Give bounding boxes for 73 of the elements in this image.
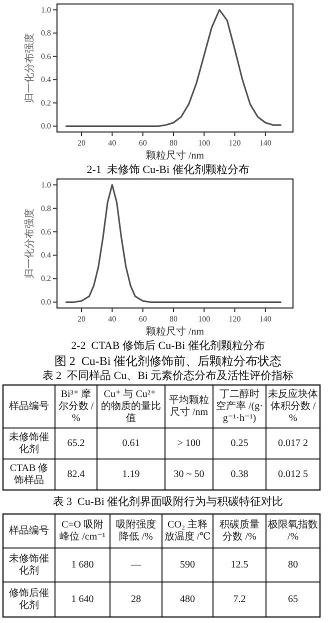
x-axis-title: 颗粒尺寸 /nm <box>146 326 204 338</box>
text: 82.4 <box>67 469 85 480</box>
x-tick-label: 40 <box>108 314 116 324</box>
line-series <box>65 184 282 303</box>
category-label: 极限氧指数 /% <box>267 518 318 542</box>
text: 1.19 <box>122 469 140 480</box>
category-label: 样品编号 <box>9 400 49 412</box>
text: 480 <box>180 594 195 605</box>
text: 1 680 <box>71 560 94 570</box>
category-label: 积碳质量分数 /% <box>220 518 260 542</box>
y-tick-label: 1.0 <box>41 180 51 190</box>
x-tick-label: 60 <box>138 314 147 324</box>
text: 2-2 CTAB 修饰后 Cu-Bi 催化剂颗粒分布 <box>71 339 265 352</box>
x-tick-label: 140 <box>259 138 272 148</box>
text: 0.61 <box>122 438 140 449</box>
text: 1 640 <box>71 594 94 605</box>
text: 表 3 Cu-Bi 催化剂界面吸附行为与积碳特征对比 <box>52 495 284 508</box>
text: 2-1 未修饰 Cu-Bi 催化剂颗粒分布 <box>86 163 250 176</box>
y-tick-label: 0.0 <box>41 122 51 131</box>
caption: 图 2 Cu-Bi 催化剂修饰前、后颗粒分布状态 <box>54 354 282 368</box>
y-tick-label: 0.8 <box>41 28 51 38</box>
text: 0.38 <box>230 469 248 480</box>
text: 7.2 <box>233 594 246 605</box>
x-tick-label: 20 <box>78 314 86 324</box>
text: 590 <box>180 560 195 570</box>
line-series <box>65 9 282 127</box>
y-axis-title: 归一化分布强度 <box>24 33 36 103</box>
text: 0.017 2 <box>278 438 308 449</box>
category-label: 未反应块体体积分数 /% <box>268 388 318 424</box>
y-axis-title: 归一化分布强度 <box>24 208 36 278</box>
category-label: 平均颗粒尺寸 /nm <box>169 394 209 418</box>
y-tick-label: 0.4 <box>41 75 51 84</box>
category-label: CO₂ 主释放温度 /℃ <box>164 518 211 542</box>
text: 0.012 5 <box>278 469 308 480</box>
x-tick-label: 100 <box>198 138 210 148</box>
x-tick-label: 20 <box>78 138 86 148</box>
text: — <box>131 560 141 570</box>
x-tick-label: 80 <box>169 138 178 148</box>
y-tick-label: 0.2 <box>41 274 51 284</box>
text: 表 2 不同样品 Cu、Bi 元素价态分布及活性评价指标 <box>42 369 294 382</box>
category-label: C=O 吸附峰位 /cm⁻¹ <box>60 518 106 542</box>
x-tick-label: 140 <box>259 314 272 324</box>
category-label: CTAB 修饰样品 <box>10 463 48 486</box>
y-tick-label: 1.0 <box>41 5 51 14</box>
category-label: 吸附强度降低 /% <box>116 518 156 542</box>
text: 30 ~ 50 <box>174 469 204 480</box>
category-label: Cu⁺ 与 Cu²⁺ 的物质的量比值 <box>101 388 161 424</box>
x-tick-label: 100 <box>198 314 210 324</box>
y-tick-label: 0.2 <box>41 98 51 108</box>
text: 65 <box>288 594 298 605</box>
x-tick-label: 120 <box>228 138 241 148</box>
text: 80 <box>288 560 298 570</box>
y-tick-label: 0.4 <box>41 250 51 260</box>
category-label: 丁二醇时空产率 /(g·g⁻¹·h⁻¹) <box>216 388 263 424</box>
category-label: Bi³⁺ 摩尔分数 /% <box>58 388 94 424</box>
text: 0.25 <box>230 438 248 449</box>
x-axis-title: 颗粒尺寸 /nm <box>146 150 204 162</box>
text: > 100 <box>177 438 201 449</box>
y-tick-label: 0.0 <box>41 298 51 307</box>
y-tick-label: 0.8 <box>41 204 51 213</box>
category-label: 未修饰催化剂 <box>9 554 49 576</box>
x-tick-label: 80 <box>169 314 178 324</box>
x-tick-label: 60 <box>138 138 147 148</box>
category-label: 样品编号 <box>9 524 49 536</box>
category-label: 未修饰催化剂 <box>9 432 49 455</box>
y-tick-label: 0.6 <box>41 52 51 61</box>
x-tick-label: 120 <box>228 314 241 324</box>
category-label: 修饰后催化剂 <box>9 588 49 611</box>
text: 28 <box>131 594 141 605</box>
x-tick-label: 40 <box>108 138 116 148</box>
y-tick-label: 0.6 <box>41 227 51 236</box>
text: 12.5 <box>230 560 248 570</box>
text: 65.2 <box>67 438 85 449</box>
